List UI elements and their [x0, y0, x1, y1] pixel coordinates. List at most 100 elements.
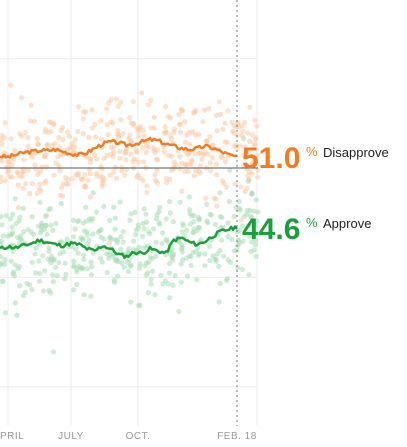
poll-dot	[252, 222, 258, 229]
poll-dot	[143, 211, 149, 217]
poll-dot	[88, 272, 94, 278]
poll-dot	[34, 136, 40, 142]
poll-dot	[249, 170, 255, 176]
poll-dot	[135, 133, 142, 139]
poll-dot	[51, 172, 57, 178]
poll-dot	[141, 159, 147, 165]
poll-dot	[37, 181, 43, 187]
poll-dot	[111, 204, 117, 210]
poll-dot	[3, 213, 9, 219]
poll-dot	[253, 253, 259, 259]
poll-dot	[21, 157, 27, 163]
poll-dot	[218, 111, 224, 117]
poll-dot	[171, 159, 178, 165]
poll-dot	[184, 132, 190, 138]
poll-dot	[178, 261, 184, 267]
poll-dot	[204, 201, 210, 207]
poll-dot	[189, 213, 195, 219]
poll-dot	[22, 129, 28, 136]
poll-dot	[57, 192, 63, 198]
poll-dot	[216, 263, 222, 270]
poll-dot	[216, 299, 222, 305]
poll-dot	[205, 151, 211, 157]
poll-dot	[144, 183, 150, 189]
poll-dot	[111, 169, 117, 175]
poll-dot	[249, 239, 255, 245]
poll-dot	[135, 225, 142, 231]
poll-dot	[84, 232, 90, 238]
poll-dot	[89, 107, 95, 113]
poll-dot	[16, 218, 22, 224]
poll-dot	[88, 293, 94, 299]
poll-dot	[29, 287, 35, 293]
poll-dot	[198, 237, 204, 243]
poll-dot	[153, 239, 159, 245]
poll-dot	[230, 128, 236, 134]
poll-dot	[163, 129, 169, 135]
poll-dot	[71, 263, 77, 269]
poll-dot	[2, 177, 8, 184]
poll-dot	[240, 238, 246, 244]
poll-dot	[80, 236, 86, 242]
poll-dot	[186, 194, 192, 200]
poll-dot	[255, 209, 261, 215]
poll-dot	[99, 259, 105, 265]
poll-dot	[182, 161, 188, 167]
poll-dot	[0, 278, 6, 284]
poll-dot	[15, 182, 21, 188]
poll-dot	[65, 147, 71, 153]
poll-dot	[119, 164, 125, 170]
poll-dot	[18, 233, 24, 239]
poll-dot	[83, 184, 89, 190]
poll-dot	[99, 183, 105, 189]
poll-dot	[177, 199, 183, 205]
poll-dot	[8, 258, 14, 264]
poll-dot	[50, 227, 56, 233]
poll-dot	[166, 270, 173, 276]
poll-dot	[182, 168, 188, 175]
poll-dot	[54, 273, 60, 279]
poll-dot	[28, 118, 34, 124]
poll-dot	[73, 246, 79, 252]
poll-dot	[64, 129, 70, 135]
poll-dot	[81, 292, 87, 298]
poll-dot	[239, 266, 245, 272]
poll-dot	[139, 90, 145, 96]
poll-dot	[60, 137, 66, 143]
poll-dot	[6, 168, 12, 174]
poll-dot	[168, 115, 174, 121]
poll-dot	[148, 281, 154, 287]
poll-dot	[25, 167, 31, 173]
poll-dot	[225, 154, 231, 160]
poll-dot	[99, 166, 105, 172]
poll-dot	[141, 133, 147, 139]
poll-dot	[170, 282, 176, 288]
poll-dot	[245, 178, 251, 184]
poll-dot	[90, 250, 96, 256]
poll-dot	[134, 149, 140, 155]
poll-dot	[166, 261, 173, 267]
poll-dot	[207, 258, 213, 264]
poll-dot	[135, 172, 141, 178]
poll-dot	[214, 128, 220, 134]
poll-dot	[65, 181, 71, 187]
poll-dot	[177, 121, 183, 127]
poll-dot	[170, 218, 176, 225]
poll-dot	[88, 259, 94, 265]
poll-dot	[141, 206, 147, 212]
poll-dot	[195, 214, 201, 221]
poll-dot	[152, 172, 158, 178]
poll-dot	[162, 124, 168, 130]
poll-dot	[65, 177, 71, 183]
poll-dot	[105, 132, 111, 138]
poll-dot	[224, 276, 230, 282]
poll-dot	[238, 184, 244, 190]
poll-dot	[222, 120, 228, 126]
poll-dot	[219, 155, 225, 161]
poll-dot	[130, 99, 136, 105]
poll-dots	[0, 82, 261, 355]
poll-dot	[188, 262, 194, 268]
poll-dot	[56, 134, 62, 141]
poll-dot	[255, 174, 261, 180]
